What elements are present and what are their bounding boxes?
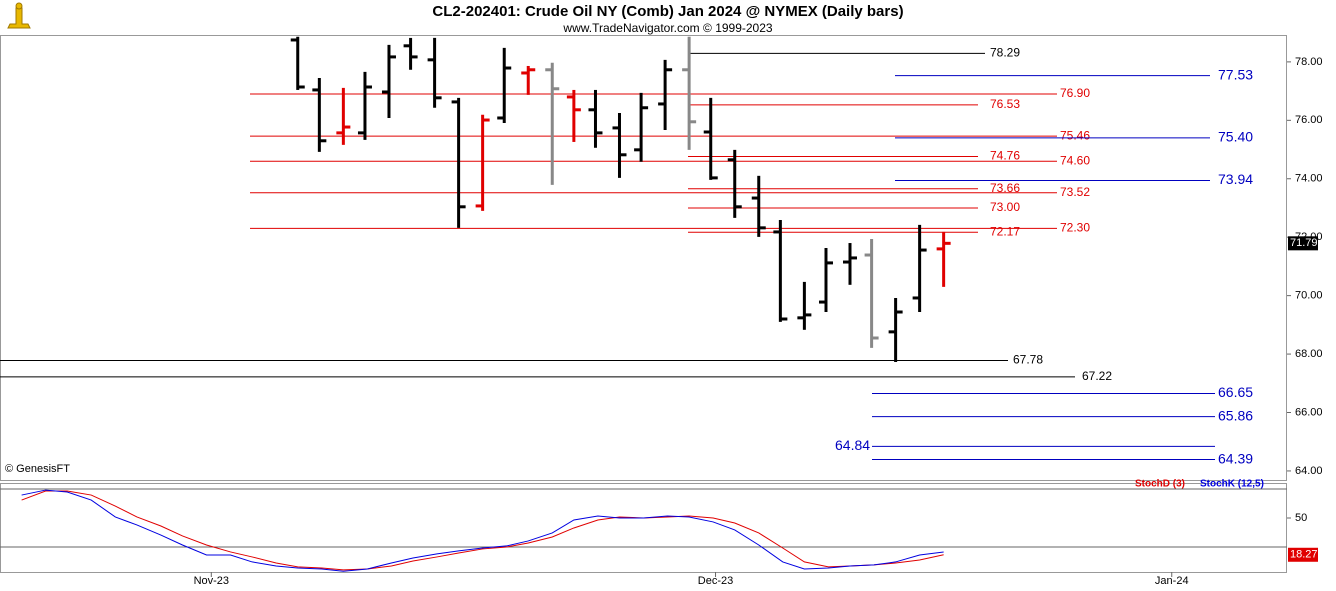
y-tick-label: 74.00 <box>1295 173 1323 185</box>
last-price-label: 71.79 <box>1290 237 1318 249</box>
level-label: 77.53 <box>1218 66 1253 82</box>
y-tick-label: 76.00 <box>1295 114 1323 126</box>
last-value-label: 18.27 <box>1290 549 1318 561</box>
chart-title: CL2-202401: Crude Oil NY (Comb) Jan 2024… <box>432 3 903 20</box>
last-price-tag <box>1288 236 1318 251</box>
y-tick-label: 78.00 <box>1295 56 1323 68</box>
legend-entry: StochD (3) <box>1135 479 1185 490</box>
level-label: 64.39 <box>1218 450 1253 466</box>
y-tick-label: 64.00 <box>1295 465 1323 477</box>
x-tick-label: Jan-24 <box>1155 575 1189 587</box>
level-label: 76.90 <box>1060 86 1090 100</box>
level-label: 67.78 <box>1013 353 1043 367</box>
level-label: 73.94 <box>1218 171 1253 187</box>
level-label: 73.00 <box>990 200 1020 214</box>
last-value-tag <box>1288 547 1318 562</box>
level-label: 74.60 <box>1060 153 1090 167</box>
level-label: 67.22 <box>1082 369 1112 383</box>
level-label: 72.30 <box>1060 221 1090 235</box>
y-tick-label: 68.00 <box>1295 348 1323 360</box>
level-label: 78.29 <box>990 46 1020 60</box>
level-label: 75.40 <box>1218 129 1253 145</box>
level-label: 72.17 <box>990 224 1020 238</box>
level-label: 73.52 <box>1060 185 1090 199</box>
y-tick-label: 50 <box>1295 512 1307 524</box>
level-label: 66.65 <box>1218 384 1253 400</box>
level-label: 76.53 <box>990 97 1020 111</box>
level-label: 75.46 <box>1060 128 1090 142</box>
level-label: 65.86 <box>1218 407 1253 423</box>
level-label: 74.76 <box>990 149 1020 163</box>
y-tick-label: 70.00 <box>1295 290 1323 302</box>
logo <box>7 2 31 29</box>
chart-subtitle: www.TradeNavigator.com © 1999-2023 <box>562 21 772 35</box>
legend-entry: StochK (12,5) <box>1200 479 1264 490</box>
level-label: 73.66 <box>990 181 1020 195</box>
level-label: 64.84 <box>835 437 870 453</box>
stoch-line <box>21 490 944 571</box>
stoch-panel-frame <box>0 483 1287 573</box>
x-tick-label: Dec-23 <box>698 575 733 587</box>
y-tick-label: 66.00 <box>1295 406 1323 418</box>
price-panel-frame <box>0 35 1287 481</box>
watermark: © GenesisFT <box>5 463 70 475</box>
stoch-line <box>21 489 944 572</box>
x-tick-label: Nov-23 <box>194 575 229 587</box>
